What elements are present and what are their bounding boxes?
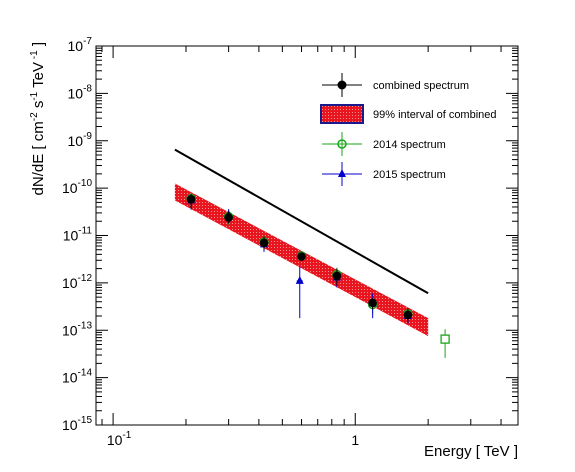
fit-line [174,148,429,295]
point-circle-3 [297,252,306,261]
legend-label: 99% interval of combined [373,109,497,121]
y-tick-label: 10-7 [68,36,93,54]
y-axis-label: dN/dE [ cm-2 s-1 TeV -1 ] [29,42,47,195]
y-tick-label: 10-9 [68,131,93,149]
y-tick-label: 10-10 [62,178,92,196]
y-tick-label: 10-15 [62,415,92,433]
y-tick-label: 10-11 [63,226,93,244]
tick-labels: 10-710-810-910-1010-1110-1210-1310-1410-… [62,36,359,448]
legend-item: 2015 spectrum [322,162,446,186]
axis-ticks [96,45,518,426]
legend-item: 2014 spectrum [322,132,446,156]
y-tick-label: 10-12 [62,273,92,291]
x-tick-label: 10-1 [107,430,132,448]
point-open-square-0 [440,329,450,358]
point-circle-5 [368,297,377,310]
x-tick-label: 1 [351,432,359,448]
y-tick-label: 10-13 [62,320,92,338]
legend-label: 2014 spectrum [373,139,446,151]
point-circle-4 [332,268,342,286]
point-circle-1 [224,211,233,224]
data-points [186,193,450,358]
point-triangle-3 [295,266,304,319]
legend-item: 99% interval of combined [320,104,497,124]
legend-label: 2015 spectrum [373,169,446,181]
point-circle-0 [186,194,196,209]
legend: combined spectrum 99% interval of combine… [320,73,497,186]
plot-frame [95,45,519,426]
y-tick-label: 10-14 [62,368,92,386]
point-circle-6 [403,308,413,321]
y-tick-label: 10-8 [68,83,93,101]
point-circle-2 [259,236,269,250]
legend-item: combined spectrum [322,73,469,97]
fit-curve [174,148,429,295]
x-axis-label: Energy [ TeV ] [424,443,518,460]
legend-label: combined spectrum [373,80,469,92]
